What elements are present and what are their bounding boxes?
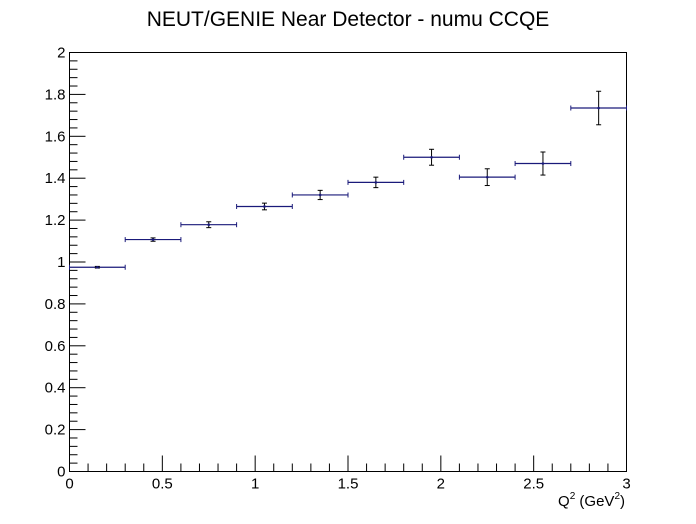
x-axis: 0 0.5 1 1.5 2 2.5 3 bbox=[65, 455, 631, 493]
data-point bbox=[124, 237, 182, 243]
plot-frame bbox=[69, 52, 627, 472]
y-tick-label: 1.8 bbox=[45, 86, 66, 103]
point-marker bbox=[430, 155, 433, 159]
y-tick-label: 1 bbox=[57, 254, 65, 271]
point-marker bbox=[318, 193, 322, 197]
x-tick-label: 1.5 bbox=[338, 476, 359, 493]
point-marker bbox=[374, 181, 378, 184]
data-point bbox=[458, 168, 516, 187]
x-tick-label: 0 bbox=[65, 476, 73, 493]
data-point bbox=[180, 221, 238, 229]
data-point bbox=[236, 202, 293, 211]
x-tick-label: 0.5 bbox=[152, 476, 173, 493]
point-marker bbox=[597, 106, 600, 110]
y-tick-label: 1.2 bbox=[45, 212, 66, 229]
y-tick-label: 0.2 bbox=[45, 422, 66, 439]
y-tick-label: 1.4 bbox=[45, 170, 66, 187]
x-axis-label: Q2 (GeV2) bbox=[558, 491, 625, 510]
data-points bbox=[69, 90, 627, 270]
data-point bbox=[403, 148, 460, 166]
x-tick-label: 1 bbox=[251, 476, 259, 493]
y-tick-label: 0.4 bbox=[45, 380, 66, 397]
x-tick-label: 2 bbox=[437, 476, 445, 493]
data-point bbox=[69, 264, 126, 270]
y-tick-label: 0.6 bbox=[45, 338, 66, 355]
x-tick-label: 2.5 bbox=[523, 476, 544, 493]
data-point bbox=[291, 189, 349, 201]
chart-title: NEUT/GENIE Near Detector - numu CCQE bbox=[147, 8, 550, 31]
point-marker bbox=[263, 205, 266, 208]
point-marker bbox=[485, 175, 489, 179]
point-marker bbox=[207, 223, 211, 227]
y-tick-label: 1.6 bbox=[45, 128, 66, 145]
point-marker bbox=[96, 265, 99, 269]
x-tick-label: 3 bbox=[622, 476, 630, 493]
y-tick-label: 2 bbox=[57, 45, 65, 62]
y-axis: 0 0.2 0.4 0.6 0.8 1 1.2 1.4 1.6 1.8 2 bbox=[45, 45, 86, 481]
point-marker bbox=[151, 238, 155, 241]
y-tick-label: 0.8 bbox=[45, 296, 66, 313]
y-tick-label: 0 bbox=[57, 464, 65, 481]
data-point bbox=[514, 151, 572, 176]
point-marker bbox=[541, 162, 545, 165]
data-point bbox=[570, 90, 627, 126]
data-point bbox=[347, 176, 405, 189]
